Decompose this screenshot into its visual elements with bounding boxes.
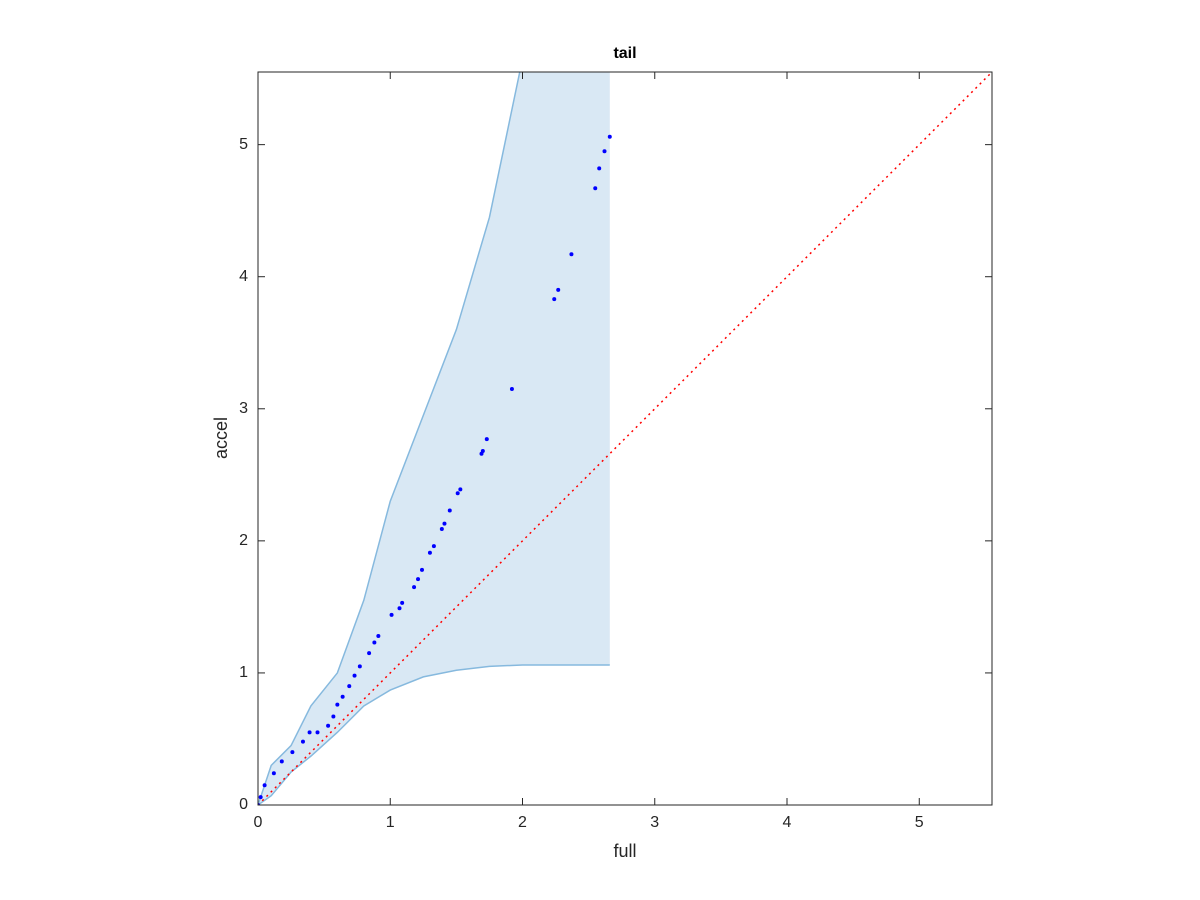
band-edge-upper <box>258 72 521 805</box>
data-point <box>367 651 372 656</box>
data-point <box>315 730 320 735</box>
data-point <box>335 702 340 707</box>
data-point <box>593 186 598 191</box>
y-tick-label: 2 <box>239 532 248 549</box>
y-tick-label: 5 <box>239 136 248 153</box>
data-point <box>484 437 489 442</box>
x-axis-label: full <box>613 841 636 861</box>
data-point <box>607 134 612 139</box>
y-tick-label: 1 <box>239 664 248 681</box>
data-point <box>552 297 557 302</box>
data-point <box>376 633 381 638</box>
data-point <box>357 664 362 669</box>
data-point <box>556 287 561 292</box>
x-tick-label: 2 <box>518 814 527 831</box>
data-point <box>340 694 345 699</box>
y-axis-label: accel <box>211 417 231 459</box>
reference-diagonal <box>258 72 992 805</box>
data-point <box>427 550 432 555</box>
data-point <box>271 771 276 776</box>
data-point <box>509 386 514 391</box>
data-point <box>419 567 424 572</box>
data-point <box>455 491 460 496</box>
data-point <box>279 759 284 764</box>
y-tick-label: 3 <box>239 400 248 417</box>
data-point <box>597 166 602 171</box>
data-point <box>397 606 402 611</box>
data-point <box>389 612 394 617</box>
x-tick-label: 0 <box>254 814 263 831</box>
data-point <box>442 521 447 526</box>
data-point <box>439 526 444 531</box>
data-point <box>258 795 263 800</box>
x-tick-label: 1 <box>386 814 395 831</box>
data-point <box>412 585 417 590</box>
axes: 0 1 2 3 4 5 0 1 2 3 4 5 <box>239 71 993 831</box>
data-point <box>262 783 267 788</box>
data-point <box>331 714 336 719</box>
data-point <box>307 730 312 735</box>
data-point <box>347 684 352 689</box>
data-point <box>300 739 305 744</box>
confidence-band <box>258 72 610 805</box>
data-point <box>416 577 421 582</box>
data-point <box>290 750 295 755</box>
data-point <box>326 723 331 728</box>
x-tick-label: 4 <box>783 814 792 831</box>
y-tick-label: 0 <box>239 796 248 813</box>
data-point <box>447 508 452 513</box>
x-tick-label: 3 <box>650 814 659 831</box>
y-tick-label: 4 <box>239 268 248 285</box>
data-point <box>400 600 405 605</box>
data-point <box>458 487 463 492</box>
data-point <box>352 673 357 678</box>
plot-area <box>258 72 992 805</box>
data-point <box>372 640 377 645</box>
data-point <box>479 451 484 456</box>
x-tick-label: 5 <box>915 814 924 831</box>
data-point <box>602 149 607 154</box>
chart-title: tail <box>613 45 636 62</box>
axes-box <box>257 71 993 806</box>
band-edge-lower <box>258 664 610 805</box>
data-point <box>431 544 436 549</box>
data-point <box>569 252 574 257</box>
